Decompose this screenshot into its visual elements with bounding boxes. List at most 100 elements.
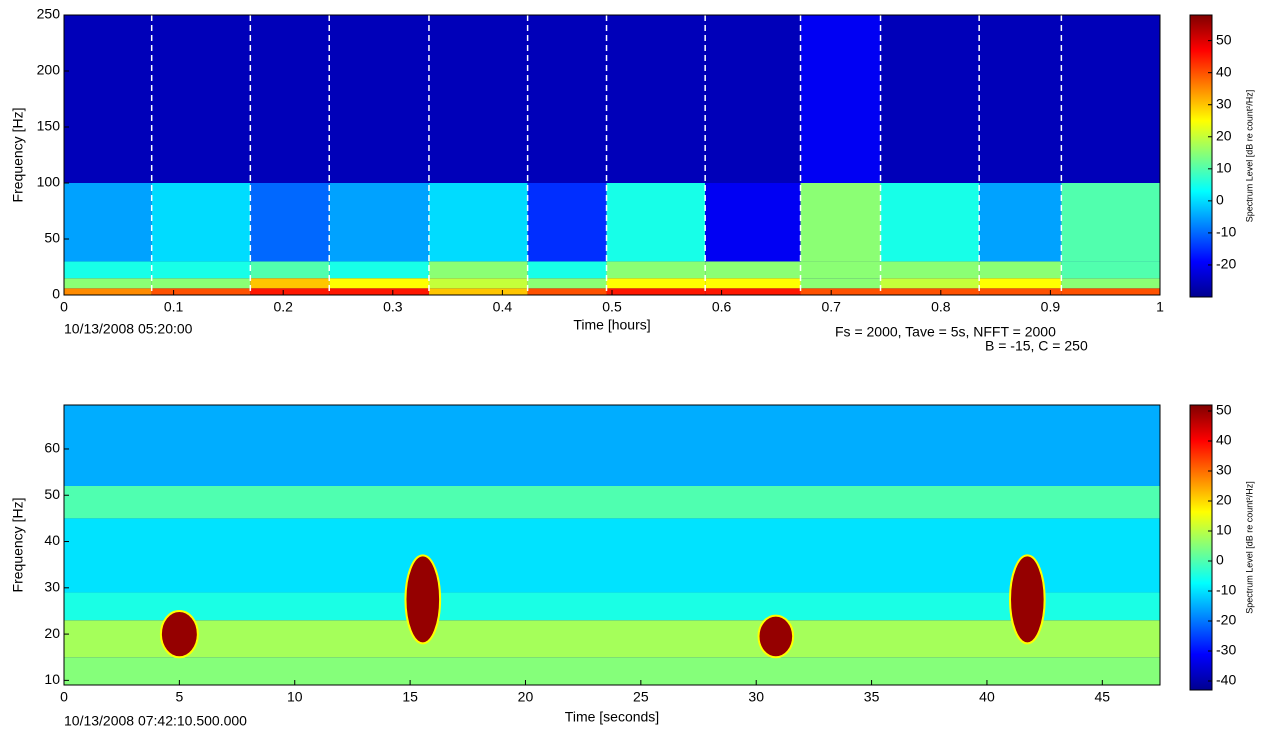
heatmap-cell <box>64 518 1160 593</box>
heatmap-cell <box>250 278 330 289</box>
colorbar-tick-label: 30 <box>1216 95 1232 111</box>
colorbar-tick-label: 50 <box>1216 402 1232 418</box>
y-tick-label: 20 <box>44 625 60 641</box>
heatmap-cell <box>1061 261 1160 279</box>
call-event <box>757 614 795 659</box>
heatmap-cell <box>428 261 528 279</box>
heatmap-cell <box>250 288 330 295</box>
x-tick-label: 0.4 <box>493 299 513 315</box>
heatmap-cell <box>800 278 881 289</box>
heatmap-cell <box>880 288 980 295</box>
heatmap-cell <box>527 261 607 279</box>
colorbar-tick-label: -40 <box>1216 672 1236 688</box>
x-tick-label: 20 <box>518 689 534 705</box>
heatmap-cell <box>979 183 1062 262</box>
heatmap-cell <box>705 278 801 289</box>
heatmap-cell <box>250 183 330 262</box>
colorbar-tick-label: 40 <box>1216 432 1232 448</box>
heatmap-cell <box>1061 288 1160 295</box>
heatmap-cell <box>527 278 607 289</box>
call-event <box>1009 554 1046 645</box>
y-tick-label: 40 <box>44 532 60 548</box>
x-tick-label: 0.6 <box>712 299 732 315</box>
x-tick-label: 10 <box>287 689 303 705</box>
heatmap-cell <box>606 261 706 279</box>
heatmap-cell <box>880 183 980 262</box>
x-axis-label: Time [seconds] <box>565 709 659 725</box>
y-tick-label: 50 <box>44 230 60 246</box>
heatmap-cell <box>606 183 706 262</box>
heatmap-cell <box>64 405 1160 486</box>
colorbar-tick-label: -20 <box>1216 612 1236 628</box>
y-tick-label: 30 <box>44 579 60 595</box>
call-event <box>159 609 199 659</box>
call-event <box>404 554 442 645</box>
colorbar <box>1189 404 1213 691</box>
y-tick-label: 200 <box>37 62 61 78</box>
x-tick-label: 30 <box>748 689 764 705</box>
annotation: 10/13/2008 05:20:00 <box>64 321 193 337</box>
colorbar-tick-label: -20 <box>1216 256 1236 272</box>
y-tick-label: 0 <box>52 286 60 302</box>
heatmap-cell <box>1061 183 1160 262</box>
colorbar-tick-label: -30 <box>1216 642 1236 658</box>
heatmap-cell <box>250 15 330 183</box>
heatmap-cell <box>880 15 980 183</box>
x-tick-label: 0 <box>60 299 68 315</box>
colorbar-tick-label: 40 <box>1216 63 1232 79</box>
x-tick-label: 1 <box>1156 299 1164 315</box>
heatmap-cell <box>527 183 607 262</box>
heatmap-cell <box>151 183 251 262</box>
x-tick-label: 35 <box>864 689 880 705</box>
heatmap-cell <box>800 183 881 262</box>
colorbar-tick-label: 20 <box>1216 492 1232 508</box>
heatmap-cell <box>428 183 528 262</box>
heatmap-cell <box>800 288 881 295</box>
colorbar-tick-label: 0 <box>1216 552 1224 568</box>
heatmap-cell <box>880 278 980 289</box>
heatmap-cell <box>151 15 251 183</box>
y-tick-label: 60 <box>44 440 60 456</box>
y-axis-label: Frequency [Hz] <box>10 498 26 593</box>
heatmap-cell <box>527 288 607 295</box>
colorbar-label: Spectrum Level [dB re count²/Hz] <box>1244 90 1254 223</box>
x-tick-label: 0 <box>60 689 68 705</box>
colorbar-tick-label: 20 <box>1216 127 1232 143</box>
heatmap-cell <box>329 288 429 295</box>
heatmap-cell <box>151 261 251 279</box>
heatmap-cell <box>606 278 706 289</box>
colorbar-tick-label: -10 <box>1216 224 1236 240</box>
heatmap-cell <box>250 261 330 279</box>
x-tick-label: 0.1 <box>164 299 184 315</box>
heatmap-cell <box>979 288 1062 295</box>
plot-frame <box>63 404 1161 686</box>
heatmap-cell <box>705 261 801 279</box>
x-axis-label: Time [hours] <box>573 317 650 333</box>
y-tick-label: 150 <box>37 118 61 134</box>
colorbar <box>1189 14 1213 298</box>
heatmap-cell <box>428 288 528 295</box>
heatmap-cell <box>64 15 152 183</box>
heatmap-cell <box>64 183 152 262</box>
x-tick-label: 40 <box>979 689 995 705</box>
heatmap-cell <box>979 261 1062 279</box>
y-tick-label: 100 <box>37 174 61 190</box>
heatmap-cell <box>606 288 706 295</box>
x-tick-label: 45 <box>1095 689 1111 705</box>
heatmap-cell <box>329 15 429 183</box>
x-tick-label: 0.2 <box>273 299 293 315</box>
colorbar-label: Spectrum Level [dB re count²/Hz] <box>1244 481 1254 614</box>
heatmap-cell <box>527 15 607 183</box>
heatmap-cell <box>64 288 152 295</box>
annotation: B = -15, C = 250 <box>985 338 1088 354</box>
heatmap-cell <box>64 261 152 279</box>
y-tick-label: 50 <box>44 486 60 502</box>
heatmap-cell <box>705 288 801 295</box>
colorbar-tick-label: -10 <box>1216 582 1236 598</box>
y-tick-label: 250 <box>37 6 61 22</box>
heatmap-cell <box>329 261 429 279</box>
heatmap-cell <box>705 15 801 183</box>
x-tick-label: 0.7 <box>821 299 841 315</box>
y-tick-label: 10 <box>44 671 60 687</box>
